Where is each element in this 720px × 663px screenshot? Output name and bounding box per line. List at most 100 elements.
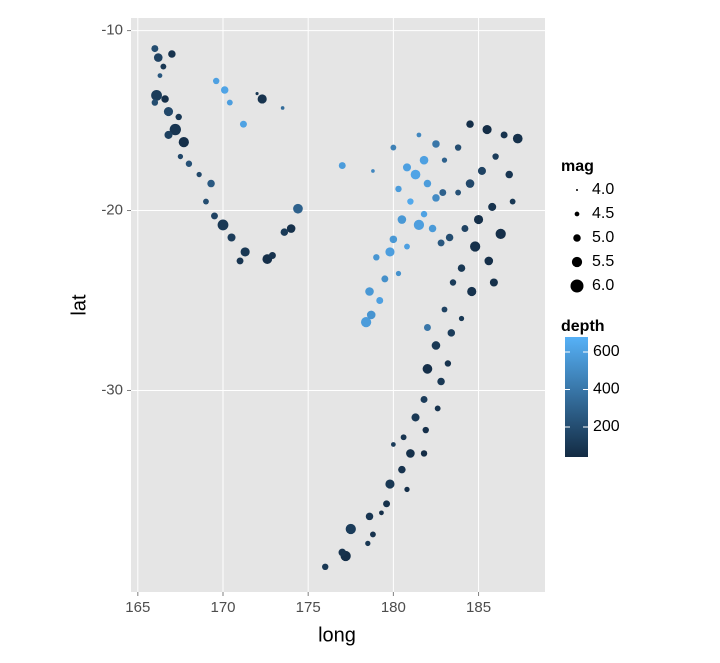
point [444,360,452,367]
point [422,364,433,374]
point [423,179,432,188]
x-axis-title: long [318,624,356,646]
point [280,228,289,236]
point [410,169,421,180]
point [151,89,162,101]
size-legend-key [574,211,580,217]
point [239,120,247,128]
point [345,523,356,535]
point [370,531,376,538]
point [365,287,374,296]
size-legend-key [571,256,583,268]
point [390,144,397,151]
point [457,264,466,272]
point [422,426,429,434]
size-legend-label: 5.0 [592,229,614,246]
point [482,124,492,135]
size-legend-label: 6.0 [592,277,614,294]
point [236,257,244,265]
point [185,160,193,167]
point [203,198,209,205]
point [389,235,398,244]
point [437,377,445,386]
point [489,278,498,287]
point [454,144,462,151]
point [196,171,202,178]
point [169,123,181,136]
point [512,133,523,144]
point [168,50,176,58]
point [445,233,454,242]
x-tick-label: 170 [210,599,235,616]
point [365,512,374,521]
point [467,286,477,297]
point [280,106,285,110]
point [477,166,486,175]
point [419,155,429,165]
colorbar-label: 200 [593,418,620,435]
size-legend-key [570,279,584,293]
point [404,243,410,250]
point [411,413,420,422]
point [383,500,391,508]
size-legend-title: mag [561,158,594,175]
point [466,120,474,128]
color-legend-title: depth [561,318,605,335]
point [397,215,407,224]
point [420,210,428,218]
point [400,434,407,441]
point [227,233,236,242]
point [420,395,428,403]
point [439,189,447,197]
point [211,212,218,220]
point [175,113,182,121]
point [495,228,506,240]
size-legend-key [576,189,578,191]
y-tick-label: -10 [101,22,123,39]
point [220,86,229,94]
point [406,449,415,458]
point [432,140,440,148]
point [157,73,163,78]
colorbar [565,337,588,457]
point [257,94,267,104]
point [286,224,296,233]
point [423,324,431,331]
size-legend-label: 4.5 [592,205,614,222]
point [164,130,173,139]
point [395,185,402,193]
point [390,442,396,447]
point [407,198,414,205]
point [385,247,395,257]
point [449,279,457,286]
point [268,252,276,259]
point [420,450,428,457]
point [226,99,233,106]
point [365,540,371,547]
point [381,275,389,283]
plot-panel [131,18,545,592]
point [373,254,380,261]
point [178,137,189,148]
point [151,99,159,106]
point [428,224,437,233]
point [360,316,372,328]
x-tick-label: 180 [381,599,406,616]
point [434,405,441,412]
y-axis-title: lat [68,294,90,316]
point [322,563,329,571]
point [207,179,215,188]
size-legend-label: 4.0 [592,181,614,198]
point [488,202,497,211]
point [338,548,347,557]
point [255,92,259,96]
point [402,163,412,172]
point [470,241,481,252]
point [398,465,406,474]
point [509,198,516,205]
point [437,239,445,247]
point [338,162,346,170]
x-tick-label: 165 [125,599,150,616]
point [505,170,513,179]
